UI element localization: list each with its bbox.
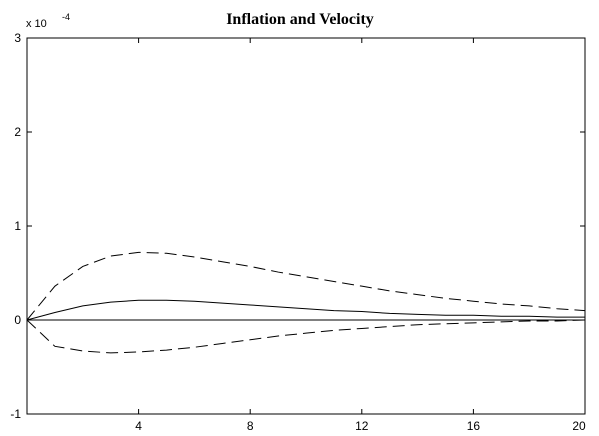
y-tick-label: 2 [14, 125, 21, 139]
y-tick-label: -1 [10, 407, 21, 421]
x-ticks: 4 8 12 16 20 [135, 38, 586, 433]
y-multiplier-base: x 10 [26, 18, 47, 30]
x-tick-label: 20 [572, 419, 586, 433]
x-tick-label: 12 [355, 419, 369, 433]
series-line-3 [26, 319, 586, 354]
series-group [26, 251, 586, 354]
plot-frame [26, 37, 586, 415]
series-line-2 [26, 251, 586, 321]
y-tick-label: 1 [14, 219, 21, 233]
y-ticks: -1 0 1 2 3 [10, 31, 585, 421]
series-line-1 [26, 299, 585, 321]
y-tick-label: 3 [14, 31, 21, 45]
x-tick-label: 4 [135, 419, 142, 433]
y-tick-label: 0 [14, 313, 21, 327]
x-tick-label: 8 [247, 419, 254, 433]
chart-title: Inflation and Velocity [226, 11, 374, 28]
x-tick-label: 16 [467, 419, 481, 433]
y-multiplier-exponent: -4 [62, 12, 70, 22]
